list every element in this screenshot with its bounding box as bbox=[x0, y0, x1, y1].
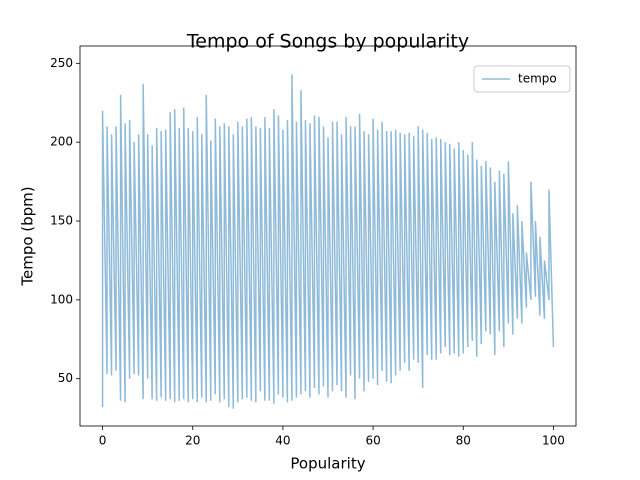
y-tick-label: 100 bbox=[50, 292, 73, 306]
x-tick-label: 80 bbox=[456, 434, 471, 448]
legend-label: tempo bbox=[518, 72, 557, 86]
y-tick-label: 50 bbox=[58, 371, 73, 385]
x-tick-label: 60 bbox=[365, 434, 380, 448]
x-axis-label: Popularity bbox=[290, 455, 365, 473]
x-tick-label: 20 bbox=[185, 434, 200, 448]
y-tick-label: 150 bbox=[50, 214, 73, 228]
x-tick-label: 40 bbox=[275, 434, 290, 448]
x-tick-label: 0 bbox=[99, 434, 107, 448]
legend-box bbox=[473, 65, 571, 93]
x-tick-label: 100 bbox=[542, 434, 565, 448]
chart-title: Tempo of Songs by popularity bbox=[186, 31, 469, 53]
axes-frame bbox=[79, 45, 577, 427]
y-axis-label: Tempo (bpm) bbox=[19, 186, 37, 286]
y-tick-label: 250 bbox=[50, 56, 73, 70]
y-tick-label: 200 bbox=[50, 135, 73, 149]
line bbox=[101, 74, 555, 409]
